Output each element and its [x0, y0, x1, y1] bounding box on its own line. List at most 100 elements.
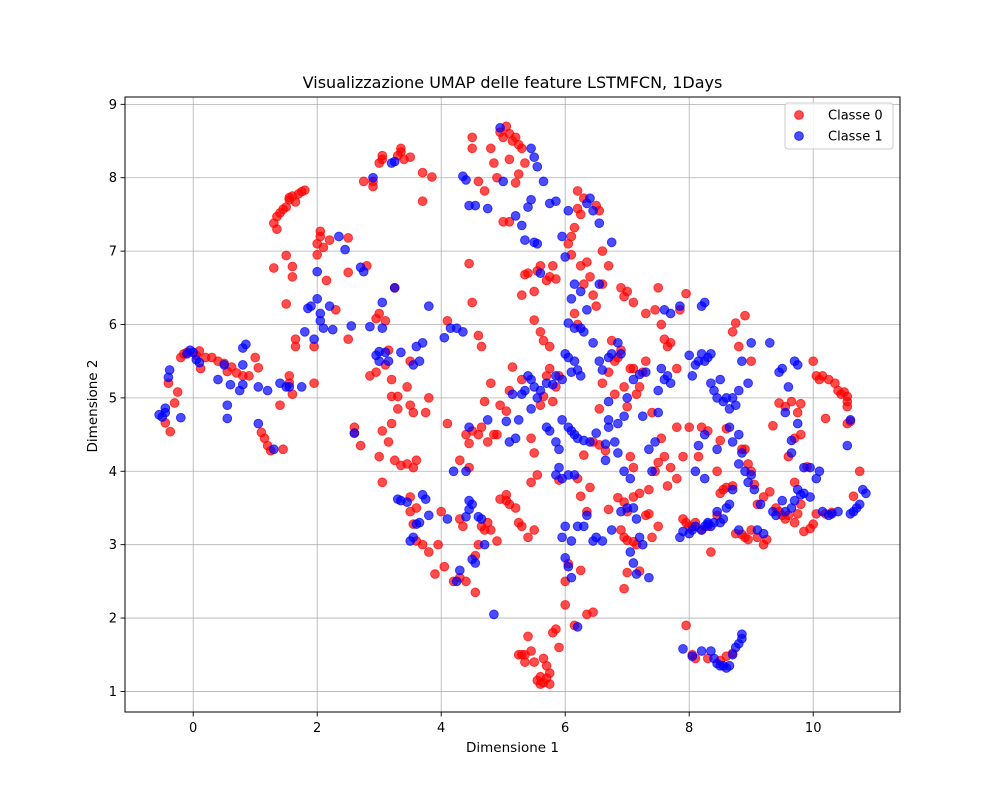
legend-box [784, 102, 894, 150]
data-point-classe-0 [244, 371, 254, 381]
data-point-classe-1 [510, 211, 521, 221]
data-point-classe-0 [420, 407, 431, 418]
data-point-classe-0 [693, 451, 704, 462]
legend-marker-classe-1 [794, 131, 804, 141]
data-point-classe-0 [324, 235, 335, 245]
data-point-classe-0 [650, 304, 660, 315]
data-point-classe-0 [321, 275, 332, 286]
data-point-classe-0 [343, 233, 354, 243]
data-point-classe-1 [408, 532, 419, 543]
data-point-classe-0 [402, 382, 412, 392]
data-point-classe-0 [501, 406, 512, 416]
data-point-classe-0 [275, 400, 285, 411]
data-point-classe-1 [814, 466, 825, 477]
data-point-classe-0 [284, 371, 295, 381]
data-point-classe-0 [312, 249, 323, 260]
data-point-classe-1 [306, 301, 316, 312]
data-point-classe-0 [591, 301, 602, 312]
data-point-classe-0 [272, 224, 282, 234]
plot-area [125, 97, 900, 712]
data-point-classe-1 [628, 374, 639, 385]
data-point-classe-1 [529, 152, 540, 163]
data-point-classe-1 [578, 326, 589, 337]
data-point-classe-1 [461, 466, 471, 477]
data-point-classe-1 [712, 444, 722, 455]
data-point-classe-0 [405, 400, 416, 411]
data-point-classe-0 [520, 158, 530, 168]
data-point-classe-0 [396, 143, 406, 154]
data-point-classe-1 [588, 338, 598, 348]
data-point-classe-1 [566, 536, 577, 546]
data-point-classe-0 [588, 607, 598, 618]
data-point-classe-1 [684, 350, 695, 361]
data-point-classe-0 [482, 437, 493, 447]
data-point-classe-0 [504, 216, 515, 227]
data-point-classe-1 [566, 293, 577, 304]
data-point-classe-0 [476, 341, 487, 352]
data-point-classe-0 [597, 378, 608, 389]
data-point-classe-1 [591, 428, 602, 438]
data-point-classe-1 [417, 338, 428, 348]
data-point-classe-1 [656, 363, 667, 374]
data-point-classe-1 [699, 297, 710, 308]
data-point-classe-1 [557, 231, 567, 242]
data-point-classe-1 [526, 194, 536, 205]
data-point-classe-1 [727, 393, 738, 403]
data-point-classe-0 [808, 356, 819, 367]
data-point-classe-1 [560, 521, 571, 532]
data-point-classe-0 [746, 356, 757, 367]
data-point-classe-0 [566, 231, 577, 242]
data-point-classe-1 [532, 238, 543, 249]
data-point-classe-0 [544, 679, 555, 689]
data-point-classe-0 [578, 450, 589, 460]
data-point-classe-1 [563, 205, 574, 216]
data-point-classe-1 [600, 439, 611, 449]
data-point-classe-0 [529, 448, 540, 458]
data-point-classe-0 [715, 435, 726, 446]
data-point-classe-0 [743, 534, 753, 545]
data-point-classe-1 [423, 510, 434, 521]
data-point-classe-1 [625, 547, 636, 557]
data-point-classe-1 [805, 492, 815, 502]
data-point-classe-0 [597, 246, 608, 256]
plot-border [124, 96, 901, 713]
data-point-classe-1 [693, 440, 704, 451]
data-point-classe-1 [715, 517, 726, 528]
data-point-classe-0 [510, 503, 521, 513]
data-point-classe-1 [594, 279, 605, 289]
x-tick-label: 6 [561, 721, 569, 736]
data-point-classe-1 [613, 448, 623, 458]
data-point-classe-1 [724, 404, 735, 414]
data-point-classe-1 [727, 437, 738, 447]
data-point-classe-0 [671, 473, 682, 484]
data-point-classe-0 [423, 393, 434, 403]
data-point-classe-0 [560, 600, 571, 610]
legend-label-classe-0: Classe 0 [828, 109, 883, 124]
data-point-classe-1 [560, 252, 571, 262]
data-point-classe-0 [656, 319, 667, 330]
data-point-classe-0 [792, 407, 803, 418]
data-point-classe-1 [340, 244, 350, 255]
data-point-classe-0 [808, 519, 819, 529]
data-point-classe-1 [637, 539, 648, 550]
data-point-classe-1 [606, 525, 617, 535]
data-point-classe-0 [389, 455, 400, 466]
data-point-classe-1 [526, 143, 536, 154]
data-point-classe-0 [681, 288, 691, 299]
data-point-classe-0 [427, 172, 437, 182]
data-point-classe-0 [644, 508, 654, 519]
data-point-classe-0 [510, 178, 521, 188]
data-point-classe-0 [470, 587, 481, 598]
data-point-classe-0 [653, 457, 664, 468]
data-point-classe-0 [374, 451, 385, 462]
data-point-classe-0 [774, 398, 784, 408]
data-point-classe-0 [665, 338, 676, 348]
data-point-classe-1 [566, 572, 577, 583]
data-point-classe-0 [268, 263, 279, 273]
data-point-classe-1 [380, 347, 391, 358]
data-point-classe-0 [479, 525, 490, 535]
data-point-classe-1 [786, 448, 797, 458]
data-point-classe-1 [560, 553, 571, 563]
data-point-classe-0 [442, 418, 453, 429]
data-point-classe-1 [374, 356, 385, 367]
